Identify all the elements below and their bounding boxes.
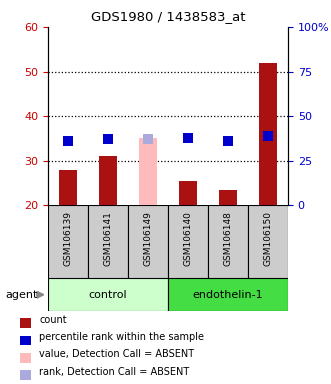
Text: percentile rank within the sample: percentile rank within the sample	[39, 332, 204, 342]
Text: GSM106149: GSM106149	[143, 211, 153, 266]
Bar	[259, 63, 277, 205]
Bar	[99, 156, 117, 205]
Bar	[88, 205, 128, 278]
Bar	[128, 205, 168, 278]
Text: value, Detection Call = ABSENT: value, Detection Call = ABSENT	[39, 349, 194, 359]
Text: GSM106150: GSM106150	[263, 211, 272, 266]
Bar	[20, 336, 31, 345]
Bar	[208, 205, 248, 278]
Bar	[48, 205, 88, 278]
Text: count: count	[39, 314, 67, 325]
Text: rank, Detection Call = ABSENT: rank, Detection Call = ABSENT	[39, 366, 189, 377]
Text: agent: agent	[6, 290, 38, 300]
Bar	[139, 139, 157, 205]
Point	[65, 138, 71, 144]
Bar	[20, 353, 31, 362]
Bar	[179, 181, 197, 205]
Point	[105, 136, 111, 142]
Bar	[248, 205, 288, 278]
Point	[185, 134, 191, 141]
Text: GSM106141: GSM106141	[104, 211, 113, 266]
Point	[145, 136, 151, 142]
Text: GSM106148: GSM106148	[223, 211, 232, 266]
Text: control: control	[89, 290, 127, 300]
Bar	[168, 278, 288, 311]
Bar	[20, 370, 31, 380]
Bar	[59, 170, 77, 205]
Text: GSM106140: GSM106140	[183, 211, 193, 266]
Title: GDS1980 / 1438583_at: GDS1980 / 1438583_at	[91, 10, 245, 23]
Bar	[168, 205, 208, 278]
Text: GSM106139: GSM106139	[64, 211, 72, 266]
Text: endothelin-1: endothelin-1	[193, 290, 263, 300]
Point	[265, 133, 271, 139]
Bar	[219, 190, 237, 205]
Point	[225, 138, 231, 144]
Bar	[48, 278, 168, 311]
Bar	[20, 318, 31, 328]
